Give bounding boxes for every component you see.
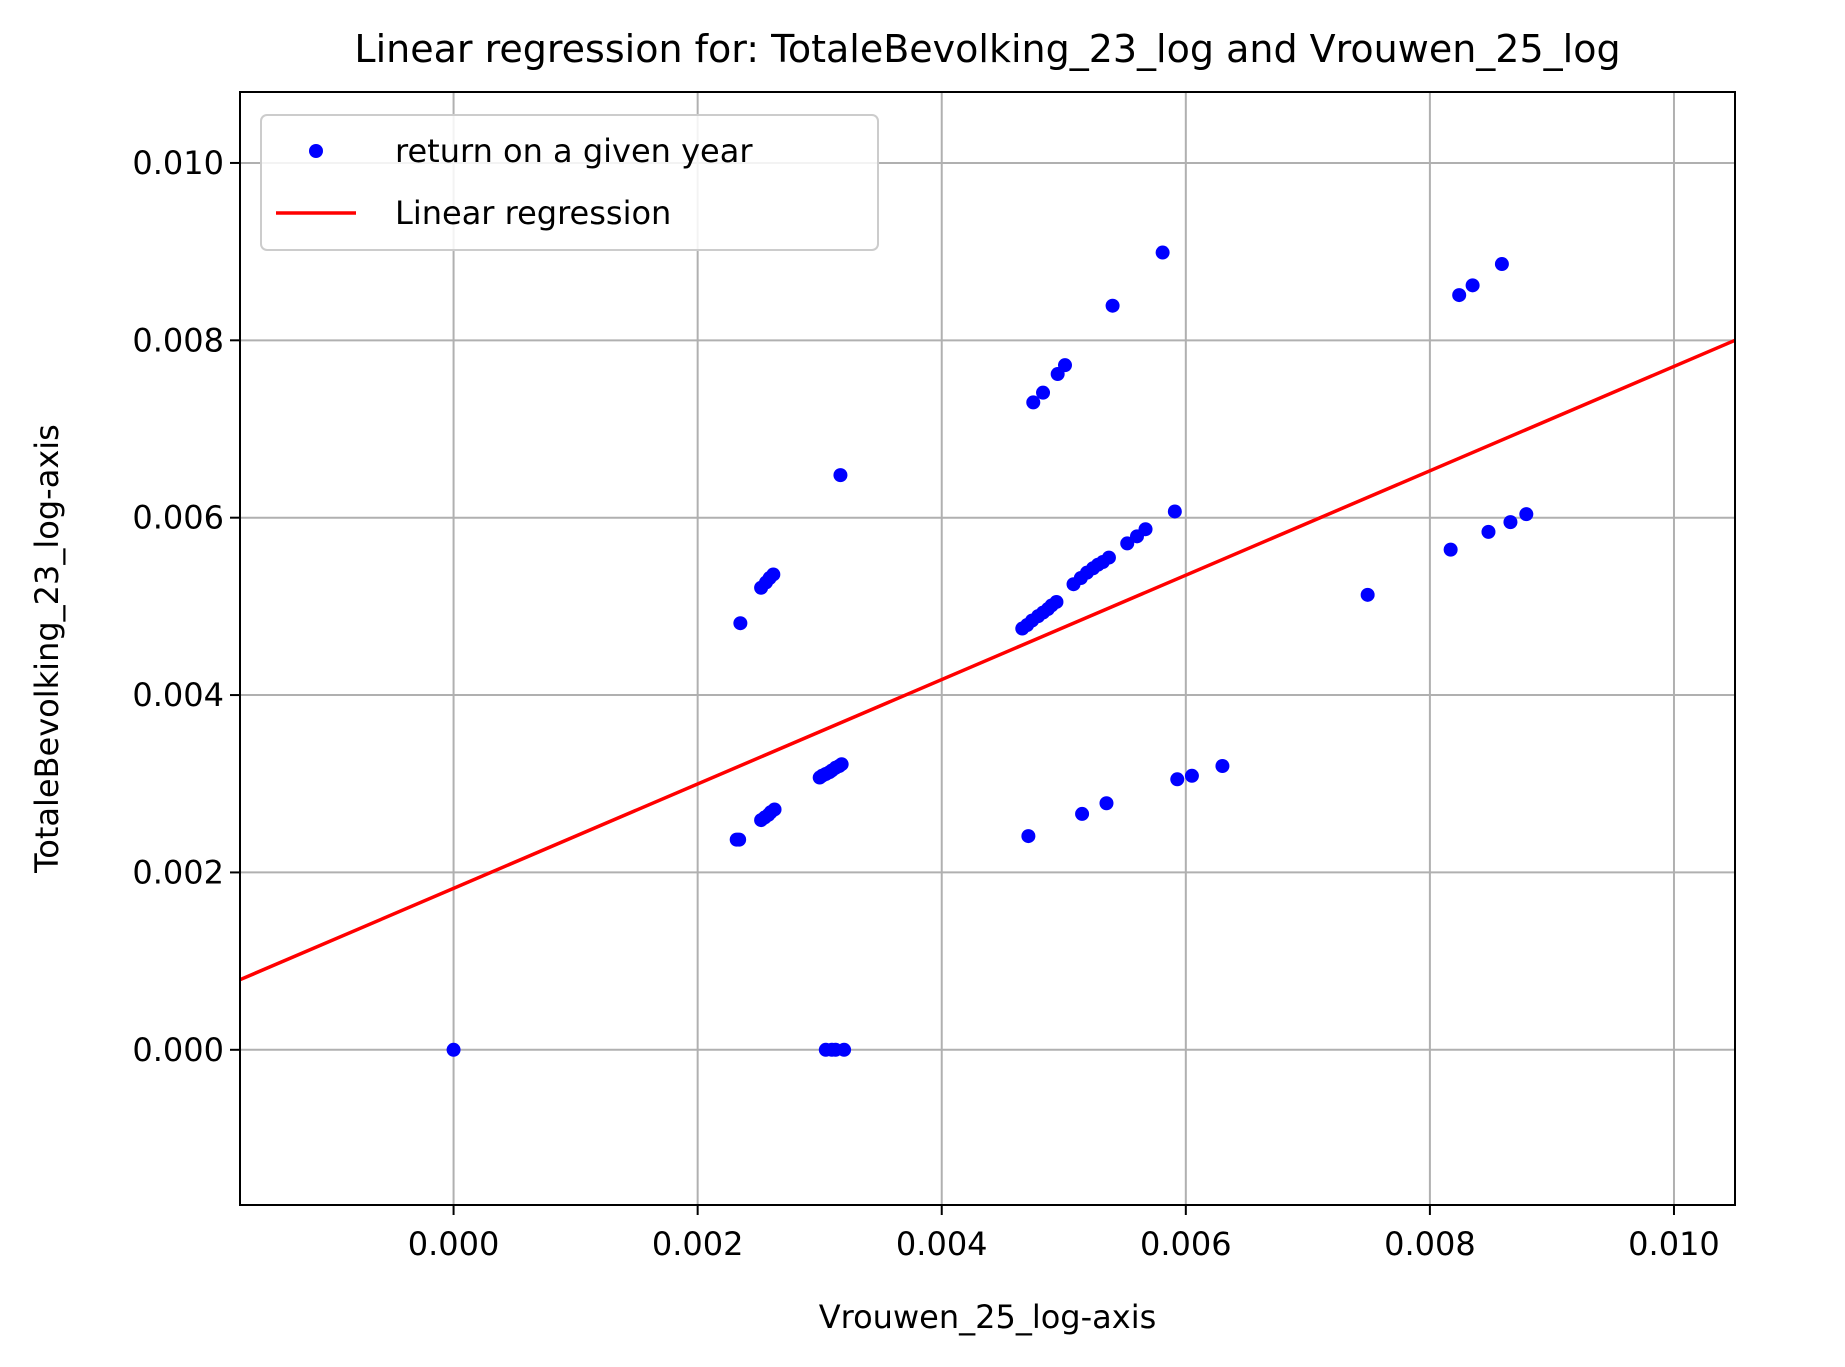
scatter-point (1167, 504, 1182, 519)
scatter-point (1099, 796, 1114, 811)
chart-title: Linear regression for: TotaleBevolking_2… (354, 27, 1620, 71)
legend-box (260, 114, 879, 251)
scatter-point (1138, 522, 1153, 537)
x-tick-label: 0.010 (1628, 1225, 1720, 1263)
y-tick-label: 0.002 (132, 853, 224, 891)
scatter-point (1503, 515, 1518, 530)
legend-label-regression: Linear regression (395, 194, 671, 232)
scatter-point (732, 832, 747, 847)
scatter-point (1215, 759, 1230, 774)
x-tick-label: 0.008 (1384, 1225, 1476, 1263)
scatter-point (1452, 288, 1467, 303)
scatter-point (1105, 298, 1120, 313)
scatter-point (837, 1042, 852, 1057)
legend-scatter-marker (309, 144, 323, 158)
scatter-layer (446, 245, 1534, 1057)
x-tick-label: 0.000 (408, 1225, 500, 1263)
scatter-point (1120, 536, 1135, 551)
scatter-point (733, 616, 748, 631)
scatter-point (1519, 507, 1534, 522)
regression-line (239, 338, 1736, 982)
scatter-point (1021, 829, 1036, 844)
legend: return on a given year Linear regression (260, 114, 879, 251)
y-tick-label: 0.008 (132, 321, 224, 359)
scatter-point (1057, 358, 1072, 373)
scatter-point (1036, 385, 1051, 400)
scatter-point (1494, 257, 1509, 272)
y-tick-label: 0.010 (132, 144, 224, 182)
regression-layer (239, 338, 1736, 982)
scatter-point (766, 567, 781, 582)
scatter-point (1184, 768, 1199, 783)
scatter-point (834, 757, 849, 772)
scatter-point (1481, 524, 1496, 539)
scatter-point (1360, 587, 1375, 602)
y-tick-label: 0.000 (132, 1031, 224, 1069)
axis-ticks: 0.000 0.002 0.004 0.006 0.008 0.010 0.000 0.002… (132, 144, 1719, 1263)
legend-label-scatter: return on a given year (395, 132, 753, 170)
scatter-point (446, 1042, 461, 1057)
scatter-point (1026, 395, 1041, 410)
scatter-point (1443, 542, 1458, 557)
scatter-point (767, 802, 782, 817)
x-tick-label: 0.004 (896, 1225, 988, 1263)
x-tick-label: 0.006 (1140, 1225, 1232, 1263)
y-axis-label: TotaleBevolking_23_log-axis (28, 424, 66, 874)
y-tick-label: 0.004 (132, 676, 224, 714)
scatter-point (1155, 245, 1170, 260)
scatter-point (1075, 806, 1090, 821)
scatter-point (833, 468, 848, 483)
scatter-point (1465, 278, 1480, 293)
plot-frame (239, 91, 1736, 1206)
scatter-point (1049, 594, 1064, 609)
x-tick-label: 0.002 (652, 1225, 744, 1263)
scatter-point (1170, 772, 1185, 787)
scatter-point (1101, 550, 1116, 565)
y-tick-label: 0.006 (132, 499, 224, 537)
x-axis-label: Vrouwen_25_log-axis (819, 1298, 1157, 1336)
